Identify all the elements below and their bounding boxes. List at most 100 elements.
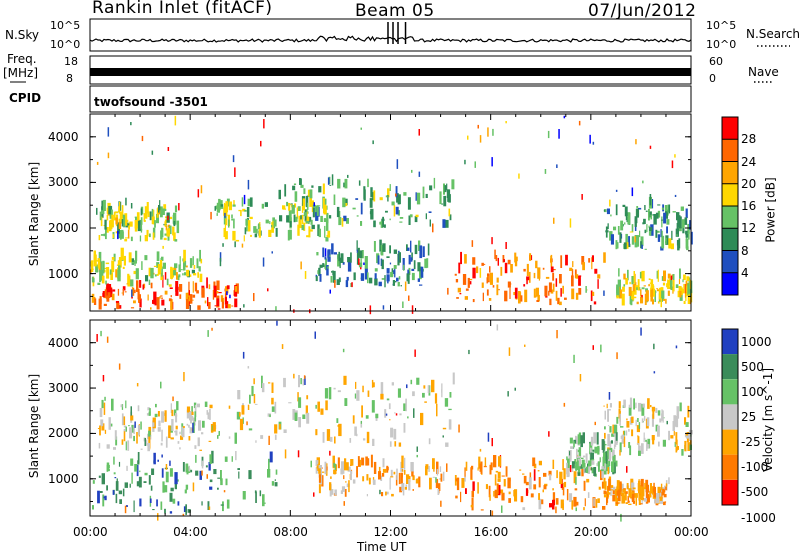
heatmap-cell [509, 287, 511, 299]
heatmap-cell [578, 432, 582, 444]
heatmap-cell [127, 223, 131, 226]
heatmap-cell [555, 290, 558, 301]
heatmap-cell [333, 469, 337, 474]
heatmap-cell [505, 242, 507, 249]
heatmap-cell [563, 481, 567, 488]
heatmap-cell [164, 272, 167, 280]
heatmap-cell [668, 430, 670, 441]
heatmap-cell [386, 274, 390, 282]
heatmap-cell [164, 410, 167, 422]
heatmap-cell [411, 305, 414, 314]
heatmap-cell [169, 511, 173, 514]
heatmap-cell [502, 255, 505, 263]
heatmap-cell [640, 296, 644, 304]
heatmap-cell [441, 203, 444, 205]
heatmap-cell [111, 293, 115, 301]
heatmap-cell [323, 218, 327, 222]
heatmap-cell [329, 289, 331, 294]
heatmap-cell [415, 214, 419, 218]
heatmap-cell [625, 214, 628, 221]
heatmap-cell [663, 493, 667, 498]
heatmap-cell [297, 224, 300, 236]
heatmap-cell [590, 452, 594, 460]
heatmap-cell [318, 228, 321, 238]
heatmap-cell [472, 267, 476, 279]
heatmap-cell [194, 445, 197, 449]
heatmap-cell [549, 474, 552, 481]
heatmap-cell [414, 244, 418, 255]
heatmap-cell [137, 405, 140, 412]
heatmap-cell [104, 267, 108, 269]
heatmap-cell [240, 210, 242, 217]
heatmap-cell [192, 422, 195, 433]
colorbar-segment [722, 272, 738, 296]
heatmap-cell [298, 215, 302, 229]
heatmap-cell [99, 211, 102, 221]
heatmap-cell [405, 398, 407, 412]
heatmap-cell [348, 480, 350, 493]
heatmap-cell [589, 442, 593, 452]
heatmap-cell [116, 478, 118, 490]
heatmap-cell [605, 226, 608, 238]
heatmap-cell [543, 472, 547, 477]
heatmap-cell [313, 202, 315, 207]
heatmap-cell [625, 277, 628, 285]
heatmap-cell [657, 234, 661, 242]
heatmap-cell [131, 262, 135, 264]
heatmap-cell [573, 471, 577, 484]
heatmap-cell [556, 470, 558, 479]
heatmap-cell [480, 509, 484, 511]
heatmap-cell [408, 215, 411, 225]
heatmap-cell [612, 494, 616, 502]
heatmap-cell [675, 284, 679, 288]
heatmap-cell [610, 214, 612, 217]
heatmap-cell [602, 506, 606, 510]
heatmap-cell [645, 290, 649, 302]
heatmap-cell [555, 506, 557, 514]
heatmap-cell [284, 449, 287, 459]
heatmap-cell [623, 399, 626, 408]
heatmap-cell [188, 295, 191, 302]
heatmap-cell [449, 392, 452, 398]
heatmap-cell [338, 217, 342, 226]
heatmap-cell [607, 486, 609, 499]
heatmap-cell [137, 452, 140, 464]
heatmap-cell [572, 467, 574, 472]
heatmap-cell [662, 488, 665, 496]
heatmap-cell [232, 204, 236, 207]
heatmap-cell [401, 455, 404, 468]
heatmap-cell [623, 488, 626, 490]
heatmap-cell [425, 464, 429, 470]
heatmap-cell [225, 301, 229, 309]
heatmap-cell [318, 468, 321, 474]
heatmap-cell [653, 343, 655, 350]
heatmap-cell [484, 457, 487, 466]
heatmap-cell [574, 488, 578, 491]
heatmap-cell [569, 437, 573, 444]
heatmap-cell [628, 503, 632, 505]
heatmap-cell [620, 435, 624, 439]
heatmap-cell [148, 435, 151, 448]
heatmap-cell [247, 404, 250, 410]
heatmap-cell [686, 433, 690, 439]
heatmap-cell [609, 441, 612, 451]
heatmap-cell [154, 274, 157, 277]
heatmap-cell [661, 235, 665, 249]
heatmap-cell [111, 257, 115, 260]
heatmap-cell [329, 436, 333, 442]
heatmap-cell [603, 290, 605, 296]
heatmap-cell [640, 478, 644, 491]
colorbar-segment [722, 117, 738, 140]
heatmap-cell [160, 442, 163, 446]
heatmap-cell [375, 413, 379, 419]
heatmap-cell [115, 493, 118, 504]
heatmap-cell [362, 385, 364, 393]
heatmap-cell [175, 286, 179, 296]
heatmap-cell [623, 488, 626, 494]
heatmap-cell [226, 499, 230, 509]
heatmap-cell [283, 429, 287, 433]
heatmap-cell [455, 478, 458, 482]
heatmap-cell [151, 208, 154, 217]
heatmap-cell [206, 474, 208, 479]
heatmap-cell [216, 280, 220, 291]
